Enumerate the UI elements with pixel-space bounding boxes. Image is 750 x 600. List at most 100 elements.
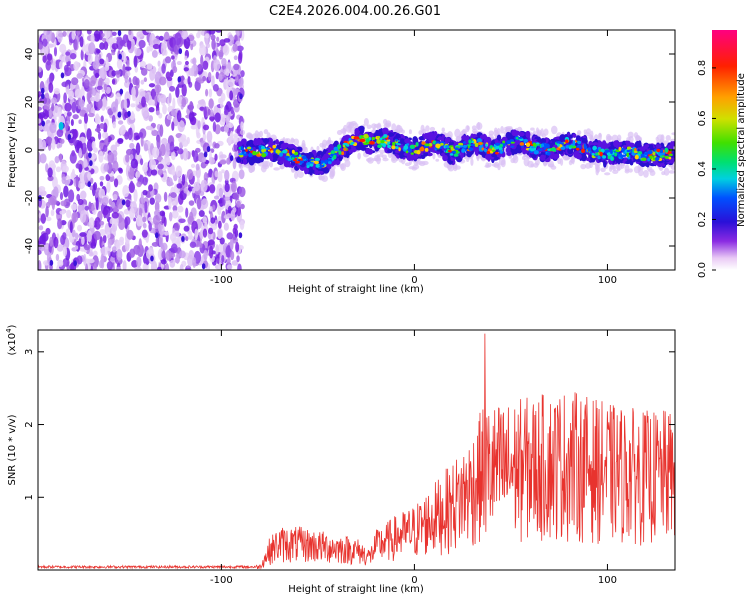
track-halo — [541, 133, 546, 139]
noise-blob — [202, 228, 208, 238]
noise-blob — [190, 42, 194, 51]
track-halo — [318, 174, 323, 180]
noise-blob — [169, 141, 175, 153]
noise-blob — [69, 221, 73, 234]
noise-blob — [135, 170, 141, 178]
noise-blob — [143, 143, 149, 152]
noise-blob — [54, 156, 60, 164]
snr-scale-note: (x104) — [5, 324, 18, 355]
noise-blob — [174, 32, 182, 46]
noise-blob — [99, 58, 105, 65]
noise-blob — [160, 42, 167, 56]
noise-blob — [190, 124, 198, 130]
track-halo — [254, 130, 259, 138]
noise-blob — [190, 163, 196, 169]
noise-blob — [169, 259, 176, 268]
track-core-blob — [306, 165, 310, 169]
noise-blob — [111, 31, 117, 37]
track-blob — [265, 156, 270, 160]
noise-blob — [221, 210, 226, 224]
noise-blob — [177, 83, 184, 88]
track-core-blob — [445, 144, 450, 149]
track-halo — [344, 159, 351, 168]
noise-blob — [187, 254, 194, 267]
track-core-blob — [510, 141, 515, 144]
track-core-blob — [301, 155, 307, 160]
noise-blob — [133, 55, 138, 68]
noise-blob — [65, 51, 71, 56]
noise-blob — [78, 119, 82, 125]
track-core-blob — [377, 144, 383, 149]
noise-blob — [76, 72, 84, 79]
noise-blob — [81, 236, 85, 245]
noise-blob — [158, 35, 164, 41]
noise-blob — [148, 222, 152, 232]
track-core-blob — [474, 142, 479, 148]
track-core-blob — [398, 147, 401, 152]
track-halo — [297, 171, 304, 179]
track-blob — [667, 144, 673, 150]
track-core-blob — [495, 151, 499, 155]
noise-blob — [41, 120, 46, 127]
track-halo — [606, 135, 613, 141]
noise-blob — [212, 121, 217, 133]
track-core-blob — [546, 152, 551, 156]
track-blob — [539, 137, 547, 144]
noise-blob — [143, 77, 148, 83]
track-core-blob — [595, 148, 599, 153]
noise-blob — [184, 60, 189, 66]
noise-blob — [192, 57, 197, 66]
track-core-blob — [294, 160, 301, 164]
noise-blob — [38, 225, 44, 231]
noise-blob — [202, 60, 209, 71]
noise-blob — [121, 51, 126, 61]
noise-blob — [86, 30, 92, 35]
noise-blob — [75, 163, 80, 169]
track-blob — [575, 153, 582, 160]
track-blob — [518, 132, 525, 137]
noise-blob — [111, 246, 117, 253]
track-core-blob — [453, 153, 459, 157]
track-blob — [496, 134, 502, 141]
track-halo — [470, 157, 474, 166]
noise-blob — [170, 192, 177, 198]
noise-blob — [59, 153, 63, 163]
track-halo — [348, 121, 354, 129]
noise-blob — [226, 264, 233, 270]
noise-blob — [198, 210, 205, 218]
track-core-blob — [391, 145, 396, 150]
track-core-blob — [309, 158, 315, 161]
noise-blob — [235, 241, 240, 253]
noise-blob — [79, 210, 87, 224]
track-halo — [612, 169, 619, 175]
noise-blob — [96, 85, 103, 91]
track-blob — [603, 161, 607, 168]
track-halo — [551, 125, 558, 135]
noise-blob — [87, 112, 95, 118]
track-blob — [255, 137, 263, 145]
noise-blob — [93, 230, 101, 241]
noise-blob — [181, 173, 186, 186]
track-halo — [498, 157, 506, 166]
noise-blob — [69, 53, 77, 60]
track-halo — [391, 123, 397, 132]
noise-blob — [93, 30, 101, 42]
noise-blob — [176, 110, 182, 123]
noise-blob — [86, 230, 92, 242]
track-halo — [290, 138, 296, 143]
noise-blob — [185, 267, 191, 270]
noise-blob — [175, 86, 180, 98]
track-halo — [441, 127, 445, 132]
track-blob — [635, 140, 641, 148]
noise-blob — [232, 192, 240, 200]
noise-blob — [235, 30, 242, 37]
track-halo — [454, 165, 461, 170]
noise-blob — [118, 168, 123, 174]
noise-blob — [172, 97, 176, 110]
noise-blob — [231, 260, 239, 266]
noise-blob — [148, 115, 154, 122]
track-blob — [252, 140, 257, 145]
noise-blob — [88, 217, 95, 229]
noise-blob — [83, 79, 90, 88]
noise-blob — [130, 158, 139, 169]
